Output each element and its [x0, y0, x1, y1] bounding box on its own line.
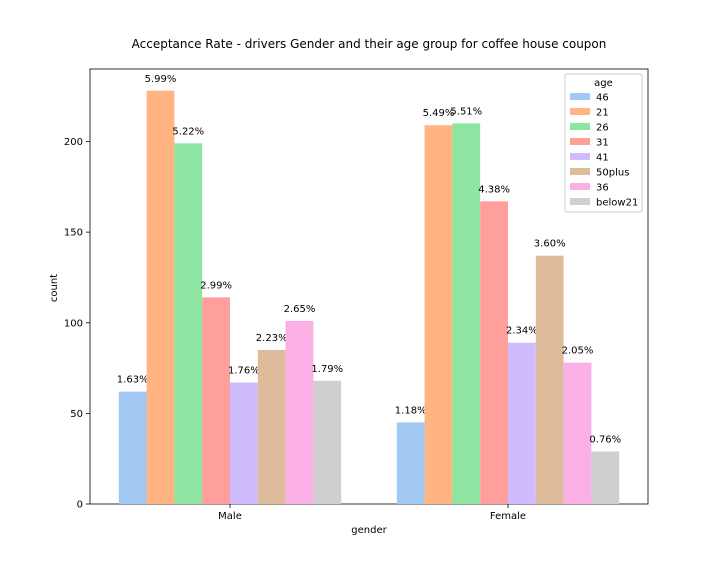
bar-label-male-36: 2.65%	[284, 304, 316, 315]
bar-label-female-below21: 0.76%	[589, 434, 621, 445]
bar-female-41	[508, 342, 536, 504]
bar-label-male-50plus: 2.23%	[256, 333, 288, 344]
legend-swatch-41	[570, 153, 590, 160]
legend-label-31: 31	[596, 138, 609, 149]
legend: age 46 21 26 31 41 50plus 36 below21	[564, 73, 643, 213]
legend-swatch-21	[570, 108, 590, 115]
y-tick-label: 150	[64, 228, 83, 239]
legend-swatch-36	[570, 183, 590, 190]
legend-label-41: 41	[596, 153, 609, 164]
bar-male-36	[285, 320, 314, 504]
bar-female-31	[480, 201, 508, 504]
legend-title: age	[594, 78, 613, 89]
bar-label-female-26: 5.51%	[450, 106, 482, 117]
legend-label-50plus: 50plus	[596, 168, 629, 179]
legend-swatch-46	[570, 93, 590, 100]
y-tick-label: 50	[70, 409, 83, 420]
plot-frame	[89, 68, 649, 505]
legend-label-26: 26	[596, 123, 609, 134]
bar-female-below21	[591, 451, 620, 504]
bar-female-50plus	[535, 255, 564, 504]
legend-label-below21: below21	[596, 198, 638, 209]
x-tick-label-male: Male	[218, 511, 242, 522]
bar-label-female-31: 4.38%	[478, 184, 510, 195]
bar-female-21	[424, 125, 453, 504]
legend-label-21: 21	[596, 108, 609, 119]
x-axis-label: gender	[351, 525, 387, 536]
bar-label-male-below21: 1.79%	[311, 364, 343, 375]
bar-label-female-50plus: 3.60%	[534, 239, 566, 250]
legend-label-46: 46	[596, 93, 609, 104]
chart-title: Acceptance Rate - drivers Gender and the…	[132, 37, 607, 51]
legend-label-36: 36	[596, 183, 609, 194]
bar-male-31	[202, 297, 230, 504]
bar-label-male-31: 2.99%	[200, 280, 232, 291]
bar-label-female-21: 5.49%	[423, 108, 455, 119]
bar-label-male-21: 5.99%	[145, 74, 177, 85]
bar-male-46	[118, 391, 147, 504]
y-tick-label: 100	[64, 318, 83, 329]
bar-label-female-41: 2.34%	[506, 326, 538, 337]
bar-label-male-46: 1.63%	[117, 375, 149, 386]
y-tick-label: 200	[64, 137, 83, 148]
y-axis-label: count	[49, 274, 60, 302]
bar-male-50plus	[257, 349, 286, 504]
bar-male-below21	[313, 380, 342, 504]
y-tick-label: 0	[77, 500, 83, 511]
bar-label-male-26: 5.22%	[172, 126, 204, 137]
legend-swatch-below21	[570, 198, 590, 205]
bar-female-46	[396, 422, 425, 504]
legend-swatch-50plus	[570, 168, 590, 175]
bar-female-26	[452, 123, 481, 504]
bar-label-female-46: 1.18%	[395, 405, 427, 416]
bar-male-26	[174, 143, 203, 504]
plot-area: 0 50 100 150 200 Male 1.63% 5.99% 5.22% 2.99% 1.76…	[64, 68, 649, 522]
legend-swatch-31	[570, 138, 590, 145]
bar-male-41	[230, 382, 258, 504]
legend-swatch-26	[570, 123, 590, 130]
bar-label-male-41: 1.76%	[228, 366, 260, 377]
bar-label-female-36: 2.05%	[562, 346, 594, 357]
x-tick-label-female: Female	[490, 511, 526, 522]
bar-male-21	[146, 90, 175, 504]
bar-female-36	[563, 362, 592, 504]
